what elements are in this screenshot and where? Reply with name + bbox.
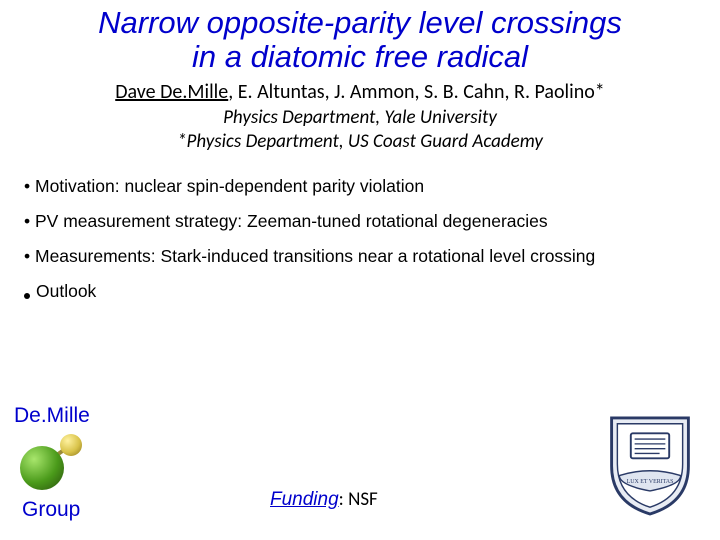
bullet-item: PV measurement strategy: Zeeman-tuned ro… [24, 211, 720, 232]
group-word: Group [22, 498, 134, 522]
coauthors: , E. Altuntas, J. Ammon, S. B. Cahn, R. … [228, 80, 605, 104]
affiliation-1: Physics Department, Yale University [0, 106, 720, 130]
funding-value: NSF [348, 488, 378, 511]
bullet-list: Motivation: nuclear spin-dependent parit… [24, 176, 720, 302]
slide-title: Narrow opposite-parity level crossings i… [0, 0, 720, 74]
group-name: De.Mille [14, 404, 134, 428]
bullet-item: Measurements: Stark-induced transitions … [24, 246, 720, 267]
molecule-icon [20, 432, 90, 492]
svg-text:LUX ET VERITAS: LUX ET VERITAS [627, 479, 674, 485]
author-list: Dave De.Mille, E. Altuntas, J. Ammon, S.… [0, 80, 720, 104]
title-line-1: Narrow opposite-parity level crossings [98, 5, 622, 40]
title-line-2: in a diatomic free radical [192, 39, 528, 74]
bullet-dot-icon [24, 293, 30, 299]
affiliation-2: *Physics Department, US Coast Guard Acad… [0, 130, 720, 154]
big-atom-icon [20, 446, 64, 490]
affiliations: Physics Department, Yale University *Phy… [0, 106, 720, 154]
yale-crest-icon: LUX ET VERITAS [602, 412, 698, 518]
lead-author: Dave De.Mille [115, 80, 228, 104]
group-badge: De.Mille Group [14, 404, 134, 522]
funding-line: Funding: NSF [270, 488, 378, 511]
small-atom-icon [60, 434, 82, 456]
funding-sep: : [339, 488, 348, 511]
bullet-item: Motivation: nuclear spin-dependent parit… [24, 176, 720, 197]
bullet-item-outlook: Outlook [24, 281, 720, 302]
outlook-text: Outlook [36, 281, 96, 301]
funding-label: Funding [270, 489, 339, 510]
